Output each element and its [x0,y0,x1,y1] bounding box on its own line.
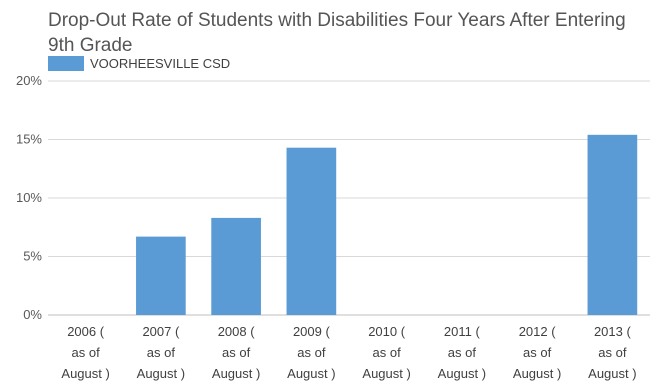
bar [286,147,337,315]
x-tick-label: as of [598,345,627,360]
x-tick-label: as of [448,345,477,360]
y-tick-label: 10% [16,190,42,205]
x-tick-label: 2013 ( [594,324,632,339]
x-tick-label: August ) [513,366,561,381]
legend: VOORHEESVILLE CSD [48,56,230,71]
x-tick-label: 2010 ( [368,324,406,339]
bar [211,217,261,315]
x-tick-label: 2006 ( [67,324,105,339]
x-tick-label: as of [523,345,552,360]
y-tick-label: 0% [23,307,42,322]
x-tick-label: as of [147,345,176,360]
bar [587,134,638,315]
x-tick-label: August ) [287,366,335,381]
bar [136,236,186,315]
x-tick-label: August ) [212,366,260,381]
x-tick-label: August ) [137,366,185,381]
legend-swatch [48,56,84,71]
y-tick-label: 5% [23,249,42,264]
legend-label: VOORHEESVILLE CSD [90,56,231,71]
x-tick-label: 2007 ( [142,324,180,339]
x-tick-label: August ) [61,366,109,381]
x-tick-label: August ) [438,366,486,381]
x-tick-label: August ) [362,366,410,381]
y-tick-label: 20% [16,73,42,88]
x-tick-label: as of [373,345,402,360]
x-tick-label: as of [72,345,101,360]
y-tick-label: 15% [16,132,42,147]
x-tick-label: 2011 ( [444,324,481,339]
x-tick-label: as of [297,345,326,360]
x-tick-label: 2008 ( [218,324,256,339]
x-tick-label: as of [222,345,251,360]
x-tick-label: 2009 ( [293,324,331,339]
x-tick-label: 2012 ( [519,324,557,339]
chart-title: Drop-Out Rate of Students with Disabilit… [48,10,626,56]
x-tick-label: August ) [588,366,636,381]
